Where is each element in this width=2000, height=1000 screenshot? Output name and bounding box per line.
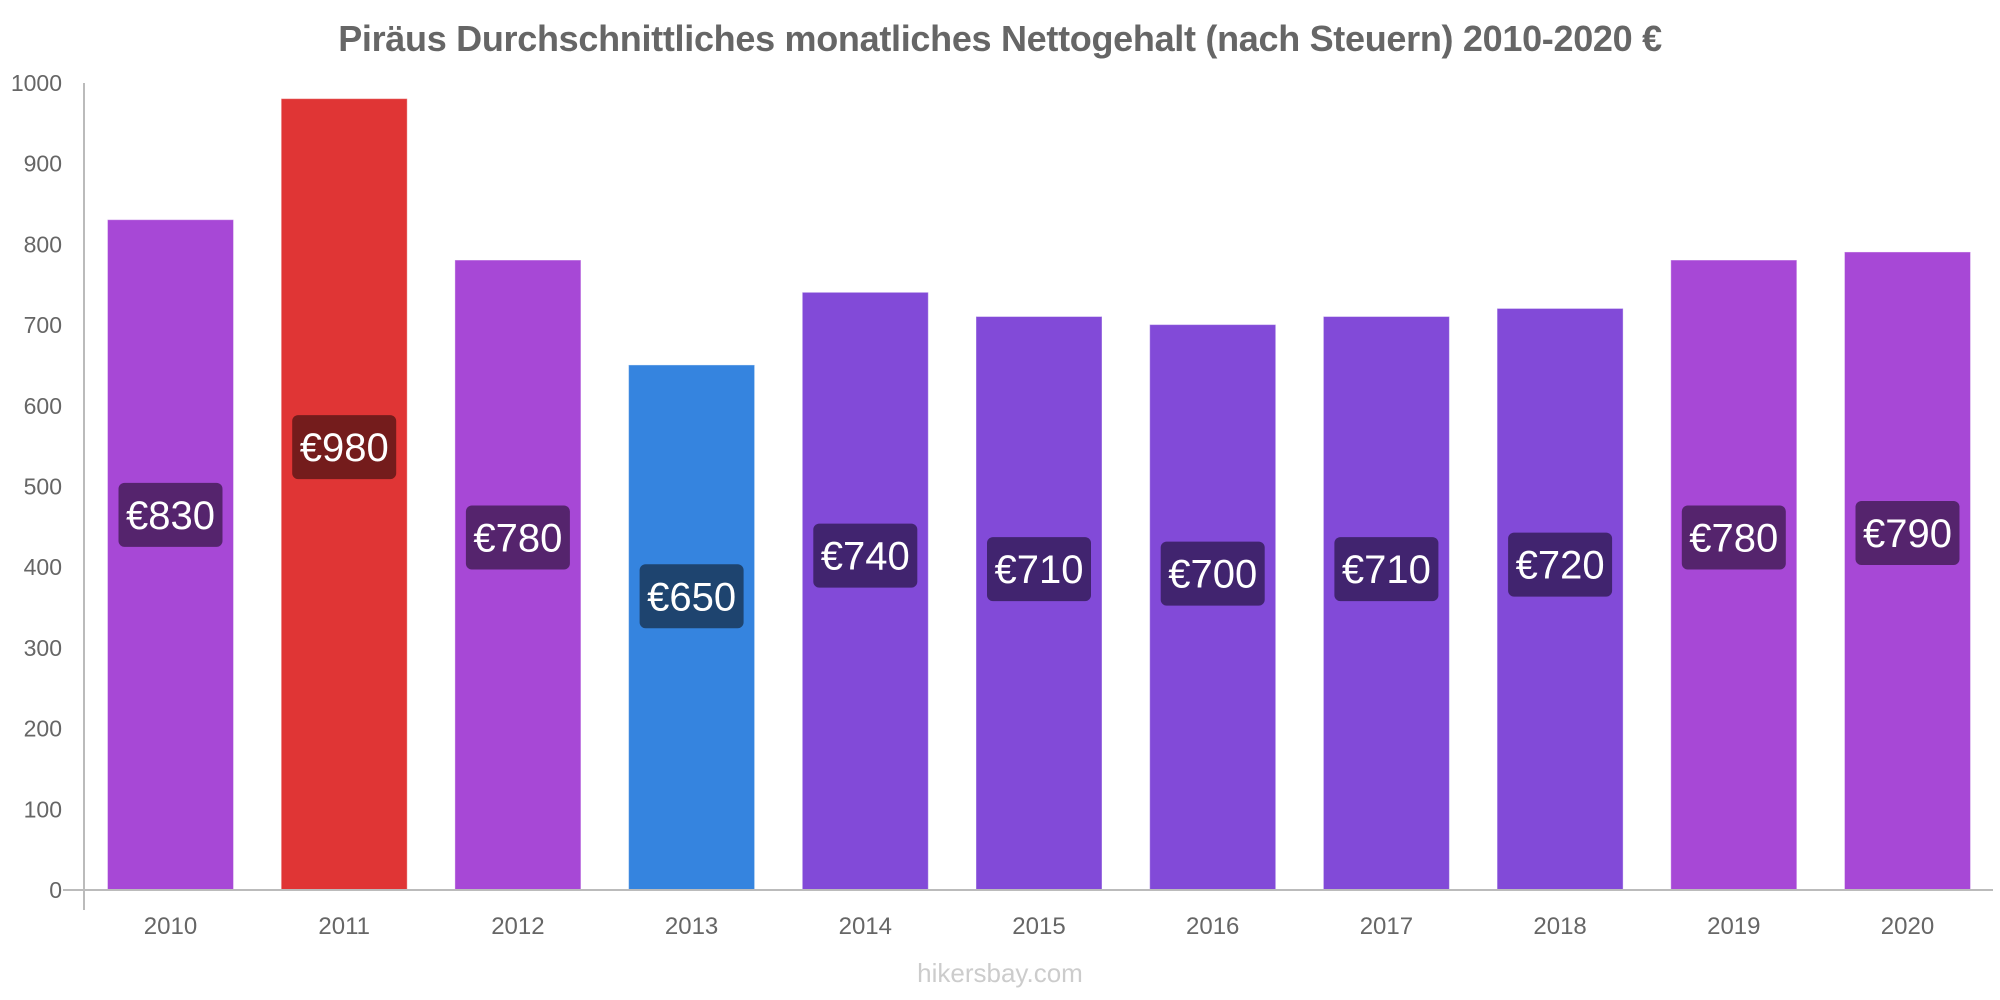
y-tick-label: 300 bbox=[24, 635, 62, 661]
bar-2014 bbox=[802, 292, 929, 891]
y-tick-label: 400 bbox=[24, 554, 62, 580]
bar-2019 bbox=[1670, 260, 1797, 891]
y-tick-label: 800 bbox=[24, 231, 62, 257]
value-label: €720 bbox=[1516, 544, 1605, 588]
value-label: €790 bbox=[1863, 512, 1952, 556]
value-label-box bbox=[292, 415, 397, 480]
value-label-box bbox=[1160, 541, 1265, 606]
bar-2020 bbox=[1844, 251, 1971, 891]
y-tick-label: 700 bbox=[24, 312, 62, 338]
bars bbox=[107, 98, 1971, 891]
x-tick-label: 2013 bbox=[665, 913, 718, 940]
y-tick-label: 200 bbox=[24, 716, 62, 742]
x-tick-label: 2018 bbox=[1533, 913, 1586, 940]
value-label-box bbox=[1508, 532, 1613, 597]
chart-title: Piräus Durchschnittliches monatliches Ne… bbox=[338, 18, 1662, 59]
x-tick-label: 2016 bbox=[1186, 913, 1239, 940]
bar-2018 bbox=[1497, 308, 1624, 891]
bar-2010 bbox=[107, 219, 234, 891]
x-tick-label: 2014 bbox=[839, 913, 892, 940]
value-label-box bbox=[1681, 505, 1786, 570]
x-tick-label: 2010 bbox=[144, 913, 197, 940]
x-axis: 2010 2011 2012 2013 2014 2015 2016 2017 2018 2019… bbox=[84, 889, 1993, 940]
y-tick-label: 100 bbox=[24, 796, 62, 822]
x-tick-label: 2012 bbox=[491, 913, 544, 940]
value-label: €740 bbox=[821, 535, 910, 579]
value-label-box bbox=[465, 505, 570, 570]
y-tick-label: 600 bbox=[24, 393, 62, 419]
value-label: €980 bbox=[300, 426, 389, 470]
bar-2015 bbox=[976, 316, 1102, 891]
value-label-box bbox=[639, 564, 744, 629]
bar-2011 bbox=[281, 98, 408, 891]
value-label: €780 bbox=[1689, 517, 1778, 561]
bar-2017 bbox=[1323, 316, 1450, 891]
y-tick-label: 500 bbox=[24, 474, 62, 500]
x-tick-label: 2017 bbox=[1360, 913, 1413, 940]
value-label: €830 bbox=[126, 494, 215, 538]
value-label: €710 bbox=[995, 548, 1084, 592]
value-label-box bbox=[118, 482, 223, 547]
y-axis: 0 100 200 300 400 500 600 700 800 900 1000 bbox=[11, 70, 85, 910]
bar-2012 bbox=[454, 260, 581, 891]
value-label-box bbox=[987, 537, 1091, 602]
bar-2016 bbox=[1149, 324, 1276, 891]
x-tick-label: 2019 bbox=[1707, 913, 1760, 940]
value-label-box bbox=[1855, 500, 1960, 565]
value-label: €780 bbox=[473, 517, 562, 561]
x-tick-label: 2020 bbox=[1881, 913, 1934, 940]
value-label-box bbox=[1334, 537, 1439, 602]
value-labels: €830 €980 €780 €650 €740 €710 €700 €710 €720 €780… bbox=[118, 415, 1960, 629]
y-tick-label: 1000 bbox=[11, 70, 62, 96]
y-tick-label: 0 bbox=[49, 877, 62, 903]
x-tick-label: 2011 bbox=[318, 913, 370, 940]
value-label: €650 bbox=[647, 575, 736, 619]
source-watermark: hikersbay.com bbox=[917, 958, 1083, 988]
y-tick-label: 900 bbox=[24, 151, 62, 177]
x-tick-label: 2015 bbox=[1012, 913, 1065, 940]
value-label: €700 bbox=[1168, 553, 1257, 597]
value-label: €710 bbox=[1342, 548, 1431, 592]
value-label-box bbox=[813, 523, 918, 588]
